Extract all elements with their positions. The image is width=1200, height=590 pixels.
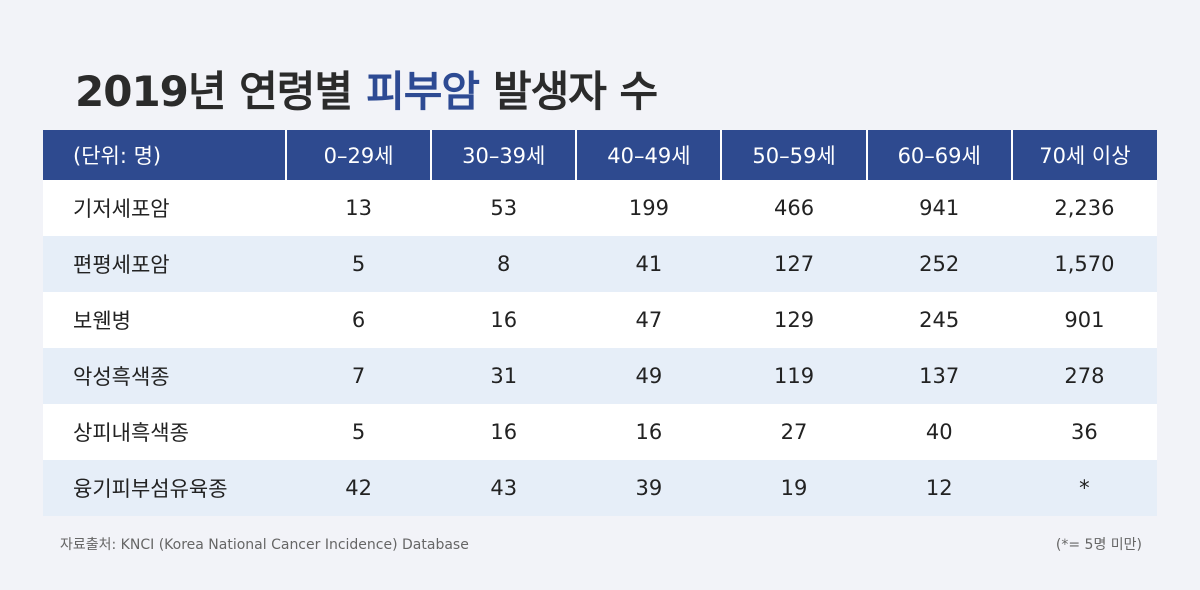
cell: 36 xyxy=(1011,404,1157,460)
header-cell: 60–69세 xyxy=(865,130,1012,180)
row-label: 보웬병 xyxy=(43,292,286,348)
source: 자료출처: KNCI (Korea National Cancer Incide… xyxy=(60,537,469,553)
cell: 41 xyxy=(576,236,722,292)
title: 2019년 연령별 피부암 발생자 수 xyxy=(75,58,658,119)
table-row: 상피내흑색종 5 16 16 27 40 36 xyxy=(43,404,1157,460)
cell: 47 xyxy=(576,292,722,348)
cell: 53 xyxy=(431,180,577,236)
cell: 39 xyxy=(576,460,722,516)
cell: 5 xyxy=(286,236,432,292)
cell: 941 xyxy=(866,180,1012,236)
cell: 27 xyxy=(721,404,867,460)
table-row: 보웬병 6 16 47 129 245 901 xyxy=(43,292,1157,348)
title-part: 2019년 연령별 xyxy=(75,67,353,116)
cell: 7 xyxy=(286,348,432,404)
cell: 13 xyxy=(286,180,432,236)
cell: 42 xyxy=(286,460,432,516)
cell: 16 xyxy=(431,404,577,460)
cell: 129 xyxy=(721,292,867,348)
cell: 901 xyxy=(1011,292,1157,348)
cell: 12 xyxy=(866,460,1012,516)
cell: 1,570 xyxy=(1011,236,1157,292)
table-row: 악성흑색종 7 31 49 119 137 278 xyxy=(43,348,1157,404)
row-label: 기저세포암 xyxy=(43,180,286,236)
cell: 31 xyxy=(431,348,577,404)
header-row: (단위: 명) 0–29세 30–39세 40–49세 50–59세 60–69세 70세 … xyxy=(43,130,1157,180)
cell: * xyxy=(1011,460,1157,516)
cell: 5 xyxy=(286,404,432,460)
table-body: 기저세포암 13 53 199 466 941 2,236 편평세포암 5 8 41 127 252 1,… xyxy=(43,180,1157,516)
header-cell: 30–39세 xyxy=(430,130,577,180)
cell: 43 xyxy=(431,460,577,516)
cell: 278 xyxy=(1011,348,1157,404)
cell: 40 xyxy=(866,404,1012,460)
cell: 49 xyxy=(576,348,722,404)
header-cell: 40–49세 xyxy=(575,130,722,180)
table-row: 융기피부섬유육종 42 43 39 19 12 * xyxy=(43,460,1157,516)
cell: 137 xyxy=(866,348,1012,404)
header-cell: (단위: 명) xyxy=(43,130,286,180)
row-label: 융기피부섬유육종 xyxy=(43,460,286,516)
title-highlight: 피부암 xyxy=(366,67,480,116)
header-cell: 0–29세 xyxy=(284,130,432,180)
cell: 127 xyxy=(721,236,867,292)
title-part: 발생자 수 xyxy=(493,67,658,116)
cell: 466 xyxy=(721,180,867,236)
cell: 245 xyxy=(866,292,1012,348)
cell: 119 xyxy=(721,348,867,404)
row-label: 상피내흑색종 xyxy=(43,404,286,460)
note: (*= 5명 미만) xyxy=(1055,537,1142,553)
row-label: 편평세포암 xyxy=(43,236,286,292)
cell: 252 xyxy=(866,236,1012,292)
cell: 199 xyxy=(576,180,722,236)
cell: 2,236 xyxy=(1011,180,1157,236)
cell: 19 xyxy=(721,460,867,516)
cell: 6 xyxy=(286,292,432,348)
table-row: 편평세포암 5 8 41 127 252 1,570 xyxy=(43,236,1157,292)
cell: 16 xyxy=(576,404,722,460)
table: (단위: 명) 0–29세 30–39세 40–49세 50–59세 60–69세 70세 … xyxy=(43,130,1157,516)
header-cell: 70세 이상 xyxy=(1010,130,1157,180)
table-row: 기저세포암 13 53 199 466 941 2,236 xyxy=(43,180,1157,236)
cell: 16 xyxy=(431,292,577,348)
row-label: 악성흑색종 xyxy=(43,348,286,404)
cell: 8 xyxy=(431,236,577,292)
header-cell: 50–59세 xyxy=(720,130,867,180)
